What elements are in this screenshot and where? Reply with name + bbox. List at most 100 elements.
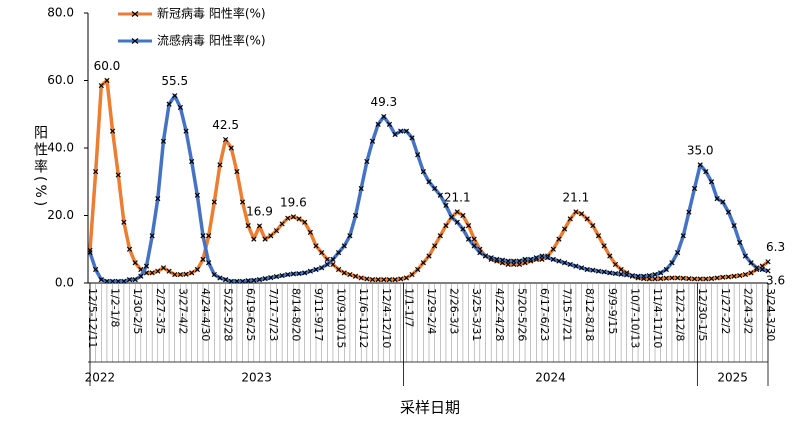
marker xyxy=(522,256,528,262)
marker xyxy=(663,266,669,273)
marker xyxy=(110,278,116,284)
marker xyxy=(680,275,686,281)
marker xyxy=(590,223,596,229)
x-tick-label: 5/20-5/26 xyxy=(515,288,528,341)
marker xyxy=(499,257,506,263)
marker xyxy=(533,255,539,261)
marker xyxy=(612,261,619,268)
marker xyxy=(460,226,466,232)
x-tick-label: 4/22-4/28 xyxy=(493,288,506,341)
marker xyxy=(415,266,421,273)
marker xyxy=(618,266,624,273)
marker xyxy=(691,276,698,282)
marker xyxy=(731,273,737,279)
marker xyxy=(386,277,393,283)
marker xyxy=(228,145,234,151)
data-label: 16.9 xyxy=(246,204,273,218)
marker xyxy=(296,216,302,222)
marker xyxy=(256,223,263,229)
marker xyxy=(595,268,602,274)
marker xyxy=(352,212,359,219)
marker xyxy=(217,275,223,281)
marker xyxy=(234,278,240,284)
marker xyxy=(98,277,104,283)
marker xyxy=(765,268,771,274)
marker xyxy=(714,275,720,281)
marker xyxy=(443,202,449,208)
marker xyxy=(336,250,342,256)
marker xyxy=(465,223,472,229)
marker xyxy=(765,259,771,265)
year-label: 2024 xyxy=(535,371,566,385)
marker xyxy=(516,258,522,264)
marker xyxy=(160,138,167,144)
marker xyxy=(449,214,455,220)
marker xyxy=(302,219,308,225)
marker xyxy=(426,253,432,259)
marker xyxy=(607,253,613,259)
data-label: 42.5 xyxy=(212,118,239,132)
x-tick-label: 11/4-11/10 xyxy=(651,288,664,348)
marker xyxy=(126,246,133,252)
marker xyxy=(573,209,579,215)
x-tick-label: 8/12-8/18 xyxy=(583,288,596,341)
marker xyxy=(703,276,709,282)
marker xyxy=(268,233,274,239)
marker xyxy=(115,278,121,284)
marker xyxy=(239,278,246,284)
marker xyxy=(556,258,562,264)
marker xyxy=(347,271,353,278)
marker xyxy=(155,268,161,274)
marker xyxy=(494,256,500,262)
marker xyxy=(307,268,313,274)
x-tick-label: 12/30-1/5 xyxy=(696,288,709,341)
marker xyxy=(708,179,715,185)
marker xyxy=(347,233,353,239)
data-label: 21.1 xyxy=(563,190,590,204)
x-tick-label: 12/5-12/11 xyxy=(86,288,99,348)
marker xyxy=(319,250,325,256)
legend-marker xyxy=(131,38,139,44)
marker xyxy=(578,265,585,271)
marker xyxy=(539,253,545,259)
marker xyxy=(482,253,489,259)
marker xyxy=(285,215,291,221)
y-tick-label: 20.0 xyxy=(47,208,74,222)
marker xyxy=(239,199,246,205)
marker xyxy=(364,276,370,282)
marker xyxy=(748,260,754,266)
marker xyxy=(505,258,511,264)
marker xyxy=(669,275,675,281)
x-tick-label: 6/19-6/25 xyxy=(244,288,257,341)
marker xyxy=(166,101,172,107)
marker xyxy=(177,271,183,278)
marker xyxy=(403,128,409,134)
marker xyxy=(720,199,726,205)
marker xyxy=(211,271,217,278)
legend-label: 新冠病毒 阳性率(%) xyxy=(157,6,266,21)
marker xyxy=(443,223,449,229)
marker xyxy=(398,276,404,282)
marker xyxy=(629,272,635,279)
marker xyxy=(375,121,381,127)
marker xyxy=(607,270,613,276)
marker xyxy=(725,209,732,215)
marker xyxy=(358,185,364,192)
x-tick-label: 6/17-6/23 xyxy=(538,288,551,341)
marker xyxy=(155,196,161,202)
marker xyxy=(189,158,195,165)
marker xyxy=(149,270,155,276)
data-label: 19.6 xyxy=(280,195,307,209)
marker xyxy=(296,270,302,277)
marker xyxy=(454,209,460,215)
marker xyxy=(686,276,692,282)
marker xyxy=(313,243,319,249)
marker xyxy=(273,228,280,234)
marker xyxy=(183,128,189,134)
marker xyxy=(319,265,325,271)
x-tick-label: 8/14-8/20 xyxy=(289,288,302,341)
y-axis-label: 阳性率(%) xyxy=(32,125,48,209)
marker xyxy=(635,273,641,279)
data-label: 55.5 xyxy=(161,74,188,88)
marker xyxy=(392,131,398,138)
